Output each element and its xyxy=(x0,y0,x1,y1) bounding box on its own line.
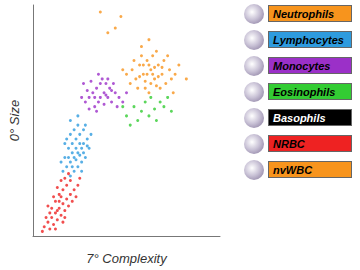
html-text:Eosinophils: Eosinophils xyxy=(273,86,336,98)
svg-text:0° Size: 0° Size xyxy=(7,100,22,141)
html-text:nvWBC: nvWBC xyxy=(273,164,313,176)
html-text:Monocytes: Monocytes xyxy=(273,60,331,72)
html-text:Lymphocytes: Lymphocytes xyxy=(273,34,344,46)
svg-text:7° Complexity: 7° Complexity xyxy=(86,251,168,266)
html-text:Basophils: Basophils xyxy=(273,112,326,124)
html-text:NRBC: NRBC xyxy=(273,138,305,150)
html-text:Neutrophils: Neutrophils xyxy=(273,8,335,20)
